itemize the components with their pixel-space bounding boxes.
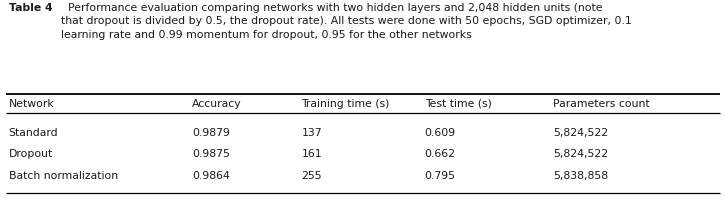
Text: 0.795: 0.795 <box>425 171 456 181</box>
Text: 5,824,522: 5,824,522 <box>553 149 608 159</box>
Text: 5,824,522: 5,824,522 <box>553 128 608 138</box>
Text: 0.609: 0.609 <box>425 128 456 138</box>
Text: 0.9864: 0.9864 <box>192 171 230 181</box>
Text: 0.9879: 0.9879 <box>192 128 230 138</box>
Text: Table 4: Table 4 <box>9 3 52 13</box>
Text: 0.662: 0.662 <box>425 149 456 159</box>
Text: 0.9875: 0.9875 <box>192 149 230 159</box>
Text: Network: Network <box>9 99 54 109</box>
Text: Performance evaluation comparing networks with two hidden layers and 2,048 hidde: Performance evaluation comparing network… <box>61 3 632 40</box>
Text: 5,838,858: 5,838,858 <box>553 171 608 181</box>
Text: Accuracy: Accuracy <box>192 99 242 109</box>
Text: Batch normalization: Batch normalization <box>9 171 118 181</box>
Text: Test time (s): Test time (s) <box>425 99 492 109</box>
Text: Standard: Standard <box>9 128 58 138</box>
Text: Parameters count: Parameters count <box>553 99 650 109</box>
Text: Dropout: Dropout <box>9 149 53 159</box>
Text: 255: 255 <box>301 171 322 181</box>
Text: Training time (s): Training time (s) <box>301 99 390 109</box>
Text: 137: 137 <box>301 128 322 138</box>
Text: 161: 161 <box>301 149 322 159</box>
